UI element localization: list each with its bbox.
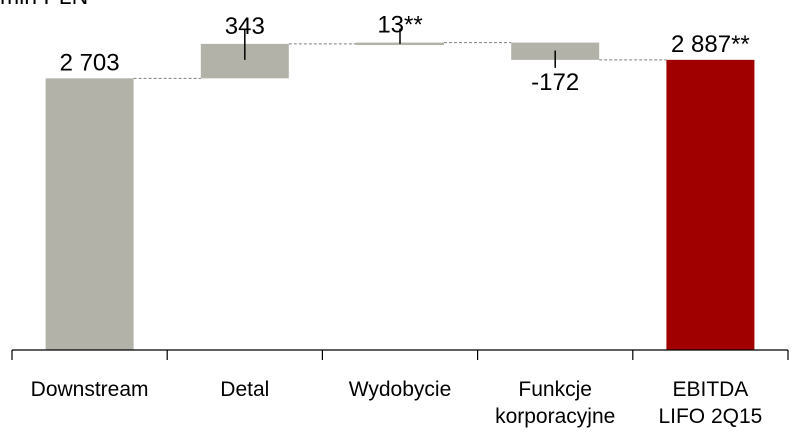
category-label-downstream: Downstream xyxy=(31,378,149,401)
category-label-detal: Detal xyxy=(220,378,269,401)
unit-label: mln PLN xyxy=(0,0,88,9)
category-label-ebitda-lifo-2q15: EBITDA LIFO 2Q15 xyxy=(658,378,762,428)
bar-ebitda-lifo-2q15 xyxy=(666,59,755,350)
value-label-funkcje-korporacyjne: -172 xyxy=(531,69,579,96)
bar-downstream xyxy=(45,78,134,350)
value-labels-group: 2 703 343 13** -172 2 887** xyxy=(60,12,750,96)
value-label-detal: 343 xyxy=(225,13,265,40)
value-label-downstream: 2 703 xyxy=(60,49,120,76)
category-label-funkcje-korporacyjne: Funkcje korporacyjne xyxy=(495,378,615,428)
x-axis xyxy=(11,349,789,360)
connectors-group xyxy=(133,42,667,79)
category-label-wydobycie: Wydobycie xyxy=(349,378,452,401)
value-label-wydobycie: 13** xyxy=(377,12,422,39)
bars-group xyxy=(45,42,755,350)
category-labels-group: Downstream Detal Wydobycie Funkcje korporacy… xyxy=(31,378,763,428)
value-label-ebitda-lifo-2q15: 2 887** xyxy=(671,31,750,58)
